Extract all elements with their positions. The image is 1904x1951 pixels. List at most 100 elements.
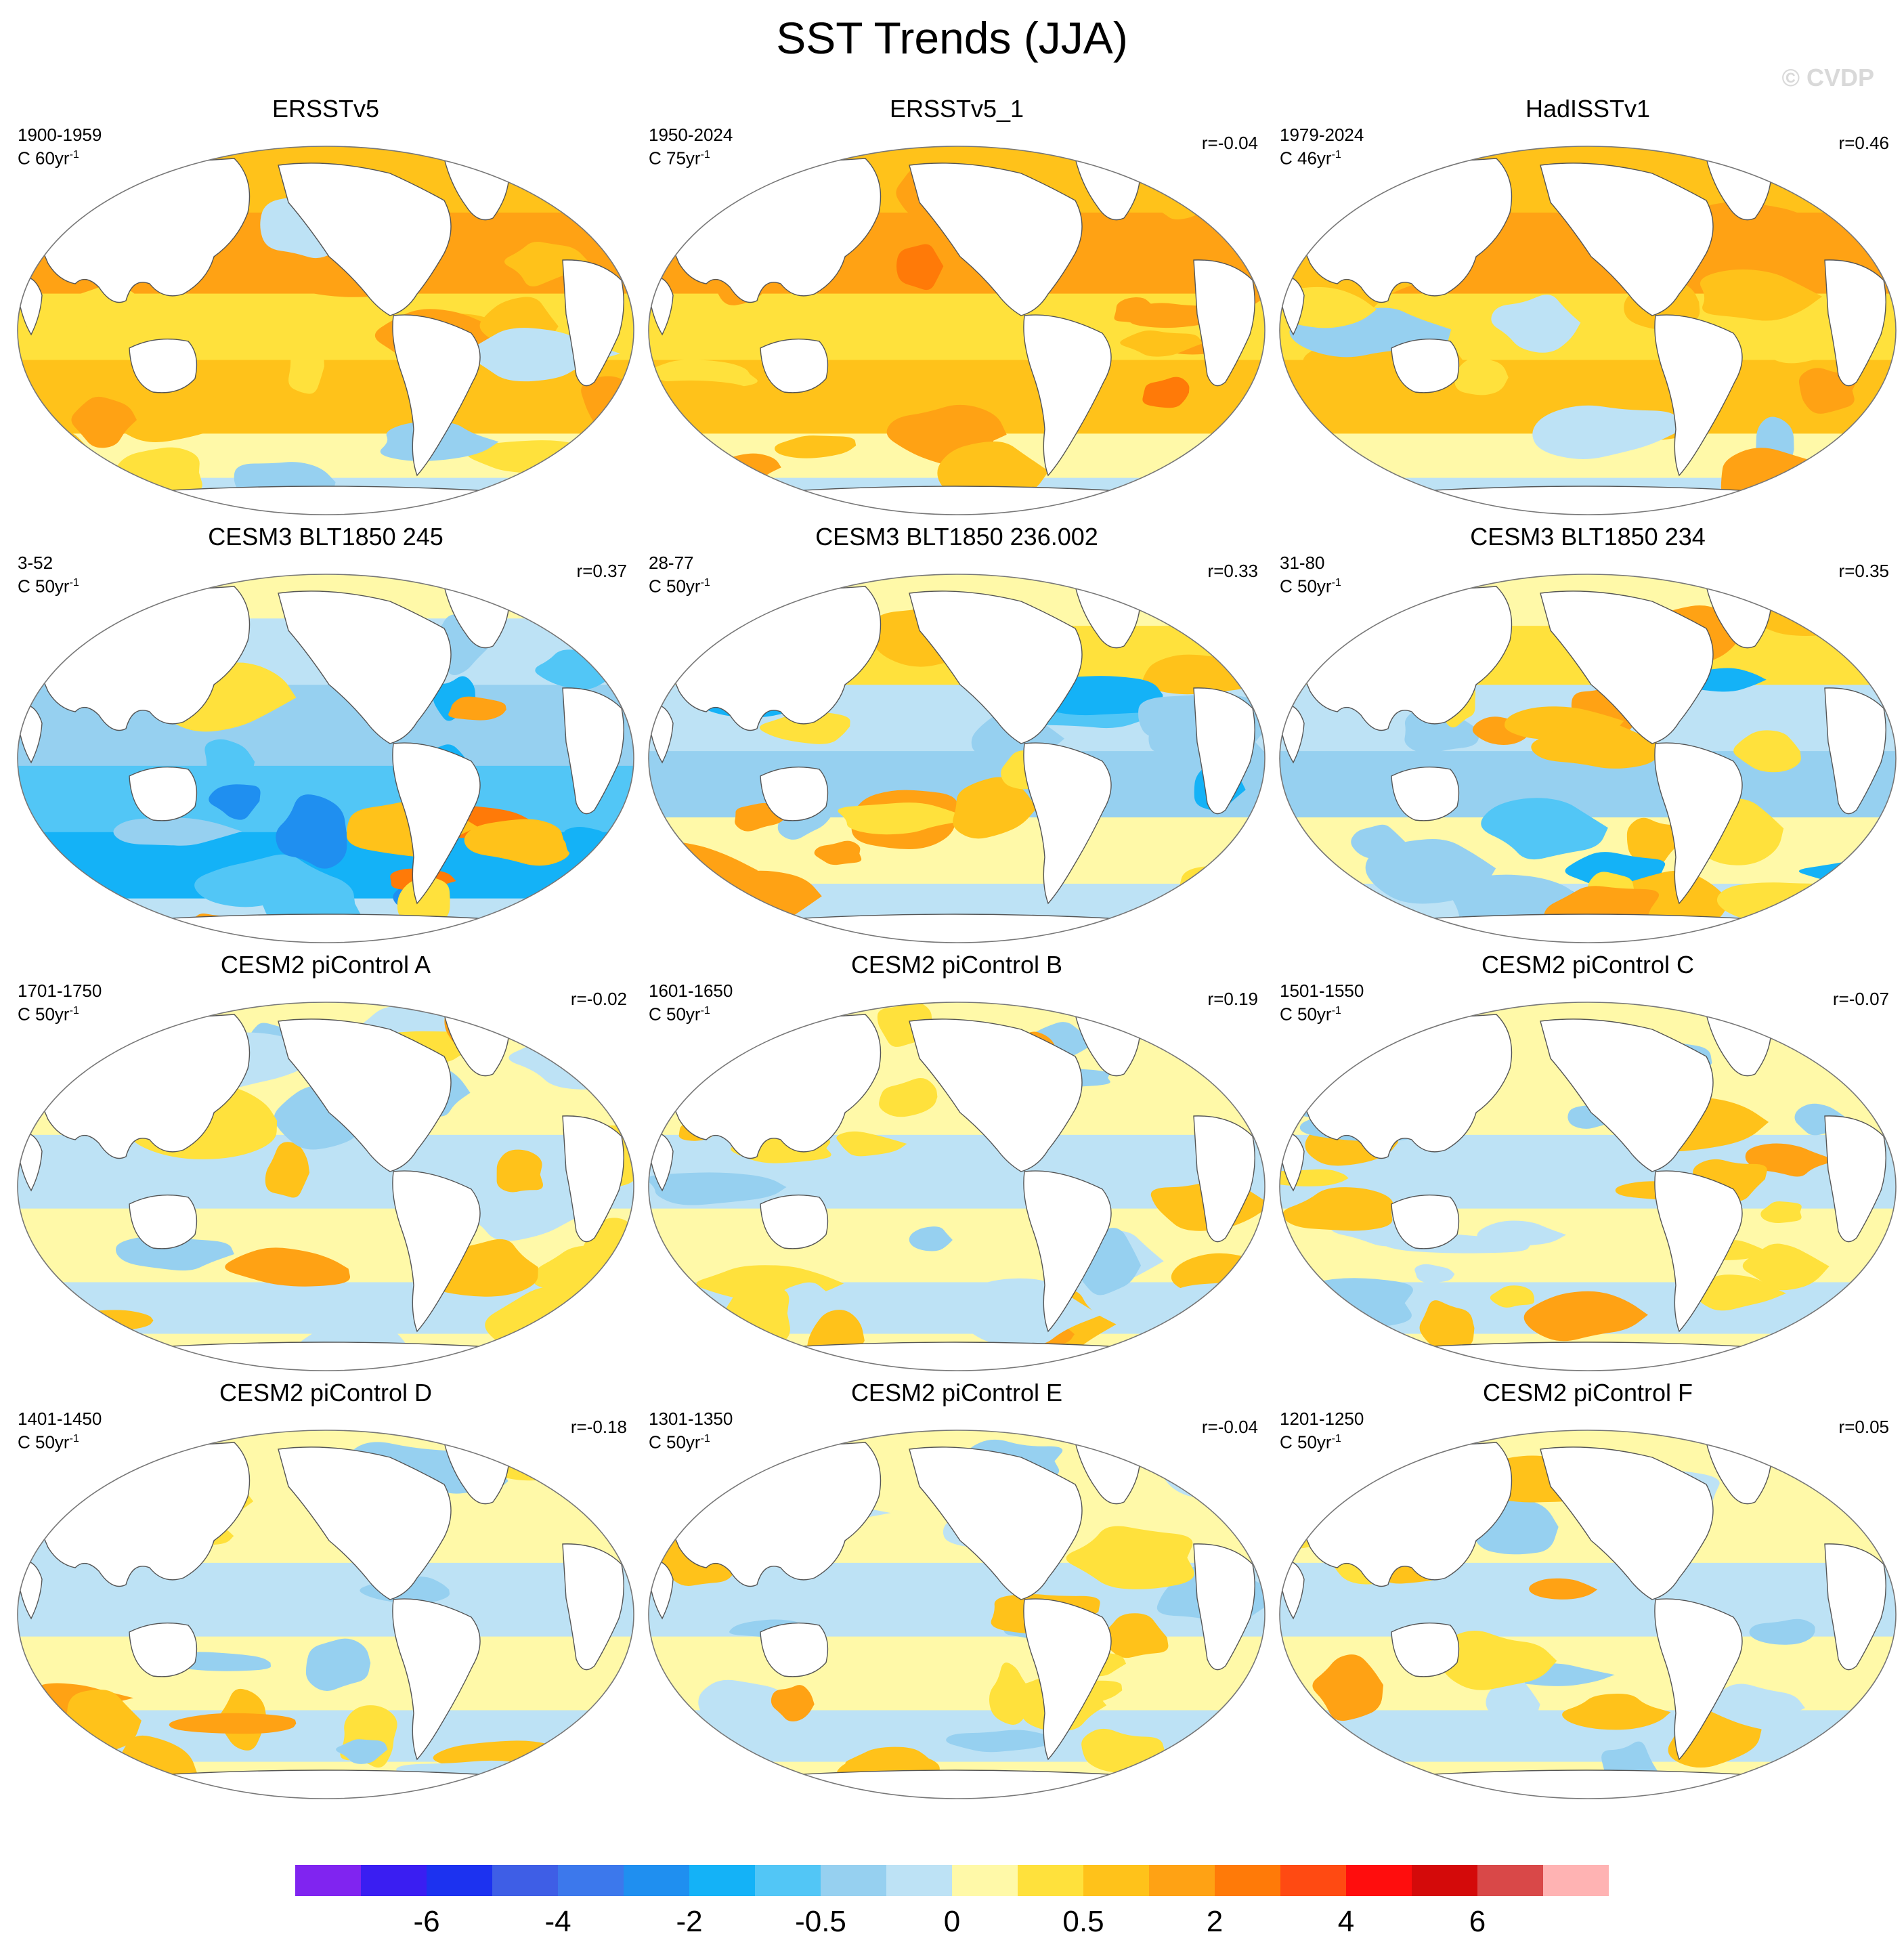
sst-anomaly-region — [814, 840, 862, 865]
panel-correlation: r=0.35 — [1838, 561, 1889, 581]
sst-anomaly-region — [1523, 1291, 1648, 1342]
sst-anomaly-region — [1695, 1274, 1786, 1311]
colorbar-swatch — [1280, 1865, 1346, 1896]
sst-anomaly-region — [1706, 1684, 1805, 1730]
sst-anomaly-region — [1454, 358, 1509, 395]
land-mass — [1391, 1195, 1460, 1249]
panel-units: C 50yr-1 — [1280, 1004, 1341, 1025]
land-mass — [278, 1019, 452, 1172]
sst-trend-map — [17, 146, 634, 515]
land-mass — [129, 1195, 198, 1249]
panel-correlation: r=0.05 — [1838, 1417, 1889, 1437]
sst-anomaly-region — [1312, 1654, 1383, 1721]
sst-anomaly-region — [45, 161, 141, 192]
colorbar-swatch — [361, 1865, 427, 1896]
panel-period: 1900-1959 — [18, 125, 102, 145]
land-mass — [1540, 1019, 1714, 1172]
sst-anomaly-region — [1282, 1187, 1393, 1231]
land-mass — [1023, 1170, 1112, 1333]
land-mass — [909, 1019, 1083, 1172]
colorbar-swatch — [1412, 1865, 1477, 1896]
panel-title: CESM2 piControl F — [1482, 1379, 1693, 1407]
colorbar-swatch — [1215, 1865, 1280, 1896]
sst-anomaly-region — [1294, 1278, 1413, 1329]
map-panel: CESM2 piControl D 1401-1450 C 50yr-1 r=-0.1… — [11, 1379, 641, 1799]
sst-trend-map — [648, 1430, 1265, 1799]
panel-period: 3-52 — [18, 553, 53, 573]
panel-title: CESM3 BLT1850 245 — [208, 523, 443, 551]
panel-correlation: r=0.37 — [576, 561, 627, 581]
sst-anomaly-region — [1700, 269, 1823, 321]
sst-anomaly-region — [771, 1685, 815, 1722]
figure-title: SST Trends (JJA) — [776, 13, 1128, 63]
panel-period: 1979-2024 — [1280, 125, 1364, 145]
land-mass — [85, 1342, 567, 1371]
sst-anomaly-region — [1749, 1618, 1815, 1645]
map-panel: CESM2 piControl A 1701-1750 C 50yr-1 r=-0.0… — [11, 951, 641, 1371]
sst-anomaly-region — [1491, 295, 1581, 353]
land-mass — [760, 1623, 829, 1677]
panel-period: 1301-1350 — [649, 1409, 733, 1429]
map-border — [1279, 1430, 1897, 1799]
colorbar-swatch — [1346, 1865, 1412, 1896]
land-mass — [129, 1623, 198, 1677]
land-mass — [392, 1598, 481, 1761]
sst-trend-map — [1279, 1002, 1897, 1371]
land-mass — [1023, 1598, 1112, 1761]
map-panel: CESM2 piControl C 1501-1550 C 50yr-1 r=-0.0… — [1273, 951, 1903, 1371]
map-panel: CESM2 piControl F 1201-1250 C 50yr-1 r=0.05 — [1273, 1379, 1903, 1799]
land-mass — [1824, 1543, 1886, 1671]
sst-anomaly-region — [1114, 297, 1160, 326]
colorbar-swatch — [952, 1865, 1018, 1896]
sst-anomaly-region — [204, 739, 255, 785]
land-mass — [760, 339, 829, 393]
land-mass — [1654, 1598, 1743, 1761]
land-mass — [1391, 1623, 1460, 1677]
land-mass — [278, 1446, 452, 1600]
sst-anomaly-region — [698, 1679, 793, 1729]
panel-correlation: r=0.46 — [1838, 133, 1889, 153]
land-mass — [1347, 1342, 1829, 1371]
sst-anomaly-region — [225, 1247, 351, 1287]
sst-anomaly-region — [1823, 1759, 1892, 1779]
land-mass — [909, 163, 1083, 316]
map-border — [648, 1002, 1265, 1371]
sst-anomaly-region — [1439, 1630, 1557, 1690]
land-mass — [1023, 742, 1112, 905]
sst-trend-map — [1279, 1430, 1897, 1799]
sst-anomaly-region — [1414, 1264, 1455, 1283]
sst-anomaly-region — [1307, 1768, 1425, 1788]
sst-anomaly-region — [649, 380, 756, 408]
panel-units: C 75yr-1 — [649, 148, 710, 169]
sst-anomaly-region — [464, 819, 570, 866]
sst-anomaly-region — [1481, 798, 1608, 860]
map-border — [17, 146, 634, 515]
panel-correlation: r=0.33 — [1207, 561, 1258, 581]
colorbar-swatch — [689, 1865, 755, 1896]
sst-anomaly-region — [209, 784, 261, 820]
map-panel: CESM2 piControl E 1301-1350 C 50yr-1 r=-0.0… — [642, 1379, 1272, 1799]
sst-anomaly-region — [1721, 448, 1837, 500]
map-panel: CESM3 BLT1850 234 31-80 C 50yr-1 r=0.35 — [1273, 523, 1903, 943]
map-panel: CESM3 BLT1850 245 3-52 C 50yr-1 r=0.37 — [11, 523, 641, 943]
panel-title: HadISSTv1 — [1525, 95, 1651, 123]
colorbar-swatch — [886, 1865, 952, 1896]
map-panel: CESM2 piControl B 1601-1650 C 50yr-1 r=0.19 — [642, 951, 1272, 1371]
map-panel: ERSSTv5 1900-1959 C 60yr-1 — [11, 95, 641, 515]
sst-anomaly-region — [953, 777, 1037, 839]
colorbar-tick-label: -0.5 — [795, 1905, 846, 1938]
sst-anomaly-region — [678, 574, 761, 611]
map-panel: ERSSTv5_1 1950-2024 C 75yr-1 r=-0.04 — [642, 95, 1272, 515]
colorbar-swatch — [427, 1865, 492, 1896]
land-mass — [909, 1446, 1083, 1600]
panel-period: 1401-1450 — [18, 1409, 102, 1429]
sst-anomaly-region — [504, 241, 589, 286]
sst-anomaly-region — [1511, 1152, 1623, 1184]
panel-period: 1601-1650 — [649, 981, 733, 1001]
map-border — [1279, 1002, 1897, 1371]
sst-anomaly-region — [25, 1310, 154, 1331]
panel-title: CESM2 piControl D — [219, 1379, 433, 1407]
colorbar-tick-label: 6 — [1469, 1905, 1486, 1938]
sst-anomaly-region — [836, 1131, 907, 1157]
panel-units: C 60yr-1 — [18, 148, 79, 169]
